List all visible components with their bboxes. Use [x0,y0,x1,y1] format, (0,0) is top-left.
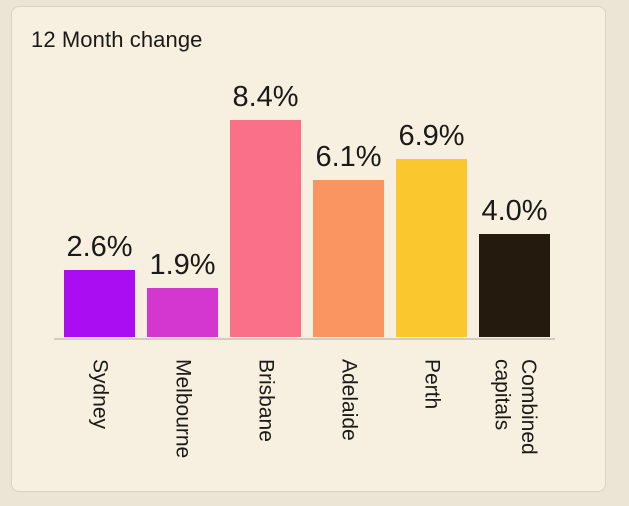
bar-sydney [64,270,135,337]
x-axis-baseline [54,338,555,340]
value-label-adelaide: 6.1% [315,141,382,174]
bar-perth [396,159,467,337]
x-tick-adelaide: Adelaide [337,359,361,441]
value-label-melbourne: 1.9% [149,249,216,282]
value-label-brisbane: 8.4% [232,81,299,114]
bar-brisbane [230,120,301,337]
x-tick-perth: Perth [420,359,444,410]
bar-combined-capitals [479,234,550,337]
value-label-combined-capitals: 4.0% [481,195,548,228]
x-tick-brisbane: Brisbane [254,359,278,442]
bar-chart: 2.6% Sydney 1.9% Melbourne 8.4% Brisbane 6.1% A… [12,7,605,491]
chart-card: 12 Month change 2.6% Sydney 1.9% Melbourne 8… [11,6,606,492]
x-tick-melbourne: Melbourne [171,359,195,459]
value-label-sydney: 2.6% [66,231,133,264]
x-tick-combined-capitals: Combined capitals [490,359,540,455]
value-label-perth: 6.9% [398,120,465,153]
x-tick-sydney: Sydney [88,359,112,430]
chart-title: 12 Month change [31,27,203,52]
bar-adelaide [313,180,384,337]
bar-melbourne [147,288,218,337]
